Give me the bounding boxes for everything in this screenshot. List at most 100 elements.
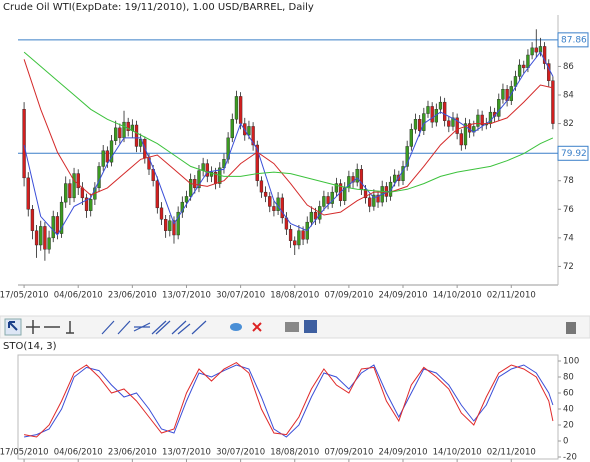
candle-body (268, 196, 272, 207)
x-tick-label: 18/08/2010 (270, 291, 319, 301)
candle-body (247, 126, 251, 136)
x-tick-label: 13/07/2010 (162, 448, 211, 458)
candle-body (480, 114, 484, 126)
candle-body (39, 226, 43, 246)
x-tick-label: 30/07/2010 (216, 448, 265, 458)
delete-tool[interactable] (252, 322, 262, 332)
trash-tool[interactable] (566, 322, 576, 334)
x-tick-label: 04/06/2010 (54, 291, 103, 301)
candle-body (64, 183, 68, 203)
candle-body (322, 196, 326, 207)
comment-tool[interactable] (230, 323, 242, 331)
chart-title: Crude Oil WTI(ExpDate: 19/11/2010), 1.00… (3, 2, 314, 13)
pointer-icon (8, 321, 18, 331)
candle-body (201, 163, 205, 171)
candle-body (501, 89, 505, 100)
candle-body (30, 209, 35, 231)
crosshair-tool[interactable] (26, 320, 40, 334)
candle-body (180, 201, 184, 213)
candle-body (109, 140, 114, 163)
level-label-box (557, 145, 589, 161)
candle-body (393, 174, 397, 183)
y-tick-label: 20 (563, 421, 574, 431)
print-tool[interactable] (285, 322, 299, 332)
level-label-box (557, 32, 589, 48)
candle-body (172, 220, 176, 236)
toolbar (0, 315, 590, 339)
candle-body (34, 230, 39, 246)
candle-body (55, 216, 60, 234)
y-tick-label: 40 (563, 405, 574, 415)
candle-body (463, 123, 468, 146)
candle-body (355, 169, 359, 183)
candle-body (526, 54, 530, 69)
candle-body (476, 114, 480, 127)
candle-body (101, 150, 105, 167)
y-tick-label: 78 (563, 176, 574, 186)
indicator-frame (17, 354, 559, 460)
save-tool[interactable] (304, 320, 317, 333)
candle-body (26, 177, 30, 210)
x-tick-label: 23/06/2010 (108, 291, 157, 301)
x-tick-label: 17/05/2010 (0, 448, 49, 458)
candle-body (118, 127, 122, 139)
candle-body (205, 163, 209, 177)
candle-body (134, 124, 139, 147)
candle-body (22, 109, 26, 179)
candle-body (413, 119, 418, 130)
x-tick-label: 18/08/2010 (270, 448, 319, 458)
candle-body (530, 47, 534, 56)
moving-average (23, 51, 554, 236)
y-tick-label: 100 (563, 357, 579, 367)
candle-body (51, 216, 55, 239)
y-tick-label: 86 (563, 62, 574, 72)
vline-tool[interactable] (66, 321, 74, 334)
candle-body (297, 230, 301, 246)
candle-body (388, 181, 393, 197)
candle-body (418, 119, 422, 131)
candle-body (68, 183, 72, 199)
candle-body (542, 46, 547, 64)
candle-body (176, 211, 180, 236)
candle-body (238, 96, 243, 124)
candle-body (168, 220, 172, 231)
candle-body (359, 169, 364, 190)
candle-body (155, 180, 159, 209)
candle-body (222, 159, 226, 169)
candle-body (259, 180, 264, 193)
candle-body (455, 117, 459, 134)
x-tick-label: 14/10/2010 (433, 448, 482, 458)
candle-body (43, 226, 47, 250)
candle-body (188, 179, 193, 197)
candle-body (230, 119, 234, 139)
candle-body (442, 101, 447, 121)
candle-body (47, 237, 51, 250)
candle-body (263, 191, 268, 197)
candle-body (334, 183, 339, 193)
candle-body (326, 196, 330, 204)
candle-body (89, 199, 93, 211)
candle-body (372, 194, 376, 207)
candle-body (84, 197, 89, 211)
oscillator-line (24, 362, 554, 438)
candle-body (76, 173, 80, 189)
candle-body (447, 120, 451, 127)
candle-body (255, 144, 259, 181)
drawing-tools[interactable] (101, 320, 207, 335)
candle-body (351, 176, 355, 183)
candle-body (301, 230, 305, 240)
candle-body (430, 106, 434, 123)
candle-body (197, 170, 201, 189)
x-tick-label: 24/09/2010 (379, 448, 428, 458)
level-label: 87.86 (561, 35, 587, 45)
candle-body (330, 191, 334, 204)
candle-body (159, 207, 164, 220)
candle-body (59, 201, 64, 234)
indicator-title: STO(14, 3) (3, 341, 57, 352)
candle-body (551, 80, 555, 124)
candle-body (522, 64, 526, 69)
candle-body (376, 194, 380, 203)
y-tick-label: 0 (563, 437, 568, 447)
candle-body (405, 146, 409, 167)
candle-body (451, 117, 455, 127)
